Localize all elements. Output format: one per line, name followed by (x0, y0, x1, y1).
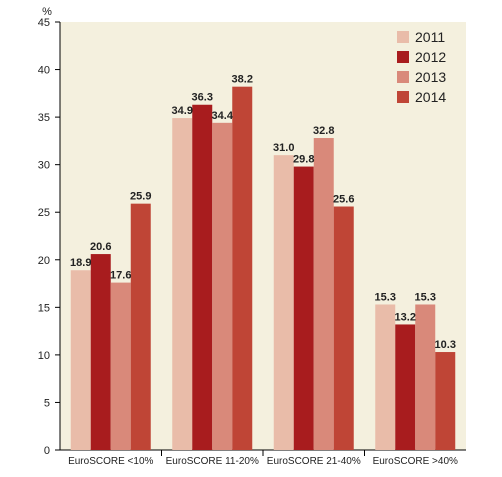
y-tick-label: 10 (38, 350, 50, 362)
data-label: 34.9 (172, 105, 193, 117)
bar (110, 282, 131, 450)
legend-label: 2011 (415, 29, 445, 45)
y-tick-label: 5 (44, 397, 50, 409)
data-label: 15.3 (375, 291, 396, 303)
y-tick-label: 30 (38, 160, 50, 172)
legend-swatch (397, 71, 409, 83)
legend: 2011 2012 2013 2014 (397, 29, 446, 105)
y-axis-label: % (42, 6, 52, 18)
y-tick-label: 20 (38, 255, 50, 267)
y-tick-label: 15 (38, 302, 50, 314)
x-tick-label: EuroSCORE 11-20% (166, 456, 259, 467)
y-tick-label: 0 (44, 445, 50, 457)
legend-label: 2012 (415, 49, 446, 65)
data-label: 29.8 (293, 154, 314, 166)
bar (395, 324, 416, 450)
bar (172, 118, 193, 450)
data-label: 20.6 (90, 241, 111, 253)
data-label: 36.3 (192, 92, 213, 104)
y-tick-label: 35 (38, 112, 50, 124)
data-label: 17.6 (110, 270, 131, 282)
bar (130, 203, 151, 450)
x-tick-label: EuroSCORE 21-40% (267, 456, 361, 467)
x-tick-label: EuroSCORE <10% (68, 456, 153, 467)
bars (70, 86, 456, 451)
y-tick-label: 45 (38, 17, 50, 29)
bar (293, 166, 314, 450)
bar (313, 138, 334, 450)
data-label: 25.6 (333, 194, 354, 206)
data-label: 13.2 (395, 311, 416, 323)
legend-swatch (397, 31, 409, 43)
bar (212, 122, 233, 450)
bar (273, 155, 294, 450)
data-label: 34.4 (212, 110, 234, 122)
bar (70, 270, 91, 450)
data-label: 32.8 (313, 125, 334, 137)
data-label: 18.9 (70, 257, 91, 269)
legend-label: 2013 (415, 69, 446, 85)
bar (415, 304, 436, 450)
legend-swatch (397, 91, 409, 103)
bar (90, 254, 111, 450)
data-label: 10.3 (435, 339, 456, 351)
bar (333, 206, 354, 450)
data-labels: 18.9 20.6 17.6 25.9 34.936.3 34.4 38.2 31.029.8… (70, 74, 456, 351)
y-tick-label: 40 (38, 65, 50, 77)
data-label: 38.2 (232, 74, 253, 86)
axes: 0 5 10 15 20 25 30 35 40 45% EuroSCORE <10% EuroSCO… (38, 6, 466, 467)
data-label: 15.3 (415, 291, 436, 303)
bar (375, 304, 396, 450)
y-tick-label: 25 (38, 207, 50, 219)
legend-label: 2014 (415, 89, 446, 105)
legend-swatch (397, 51, 409, 63)
bar (232, 86, 253, 451)
bar (435, 352, 456, 450)
x-tick-label: EuroSCORE >40% (373, 456, 458, 467)
data-label: 31.0 (273, 142, 294, 154)
data-label: 25.9 (130, 191, 151, 203)
bar (192, 104, 213, 450)
